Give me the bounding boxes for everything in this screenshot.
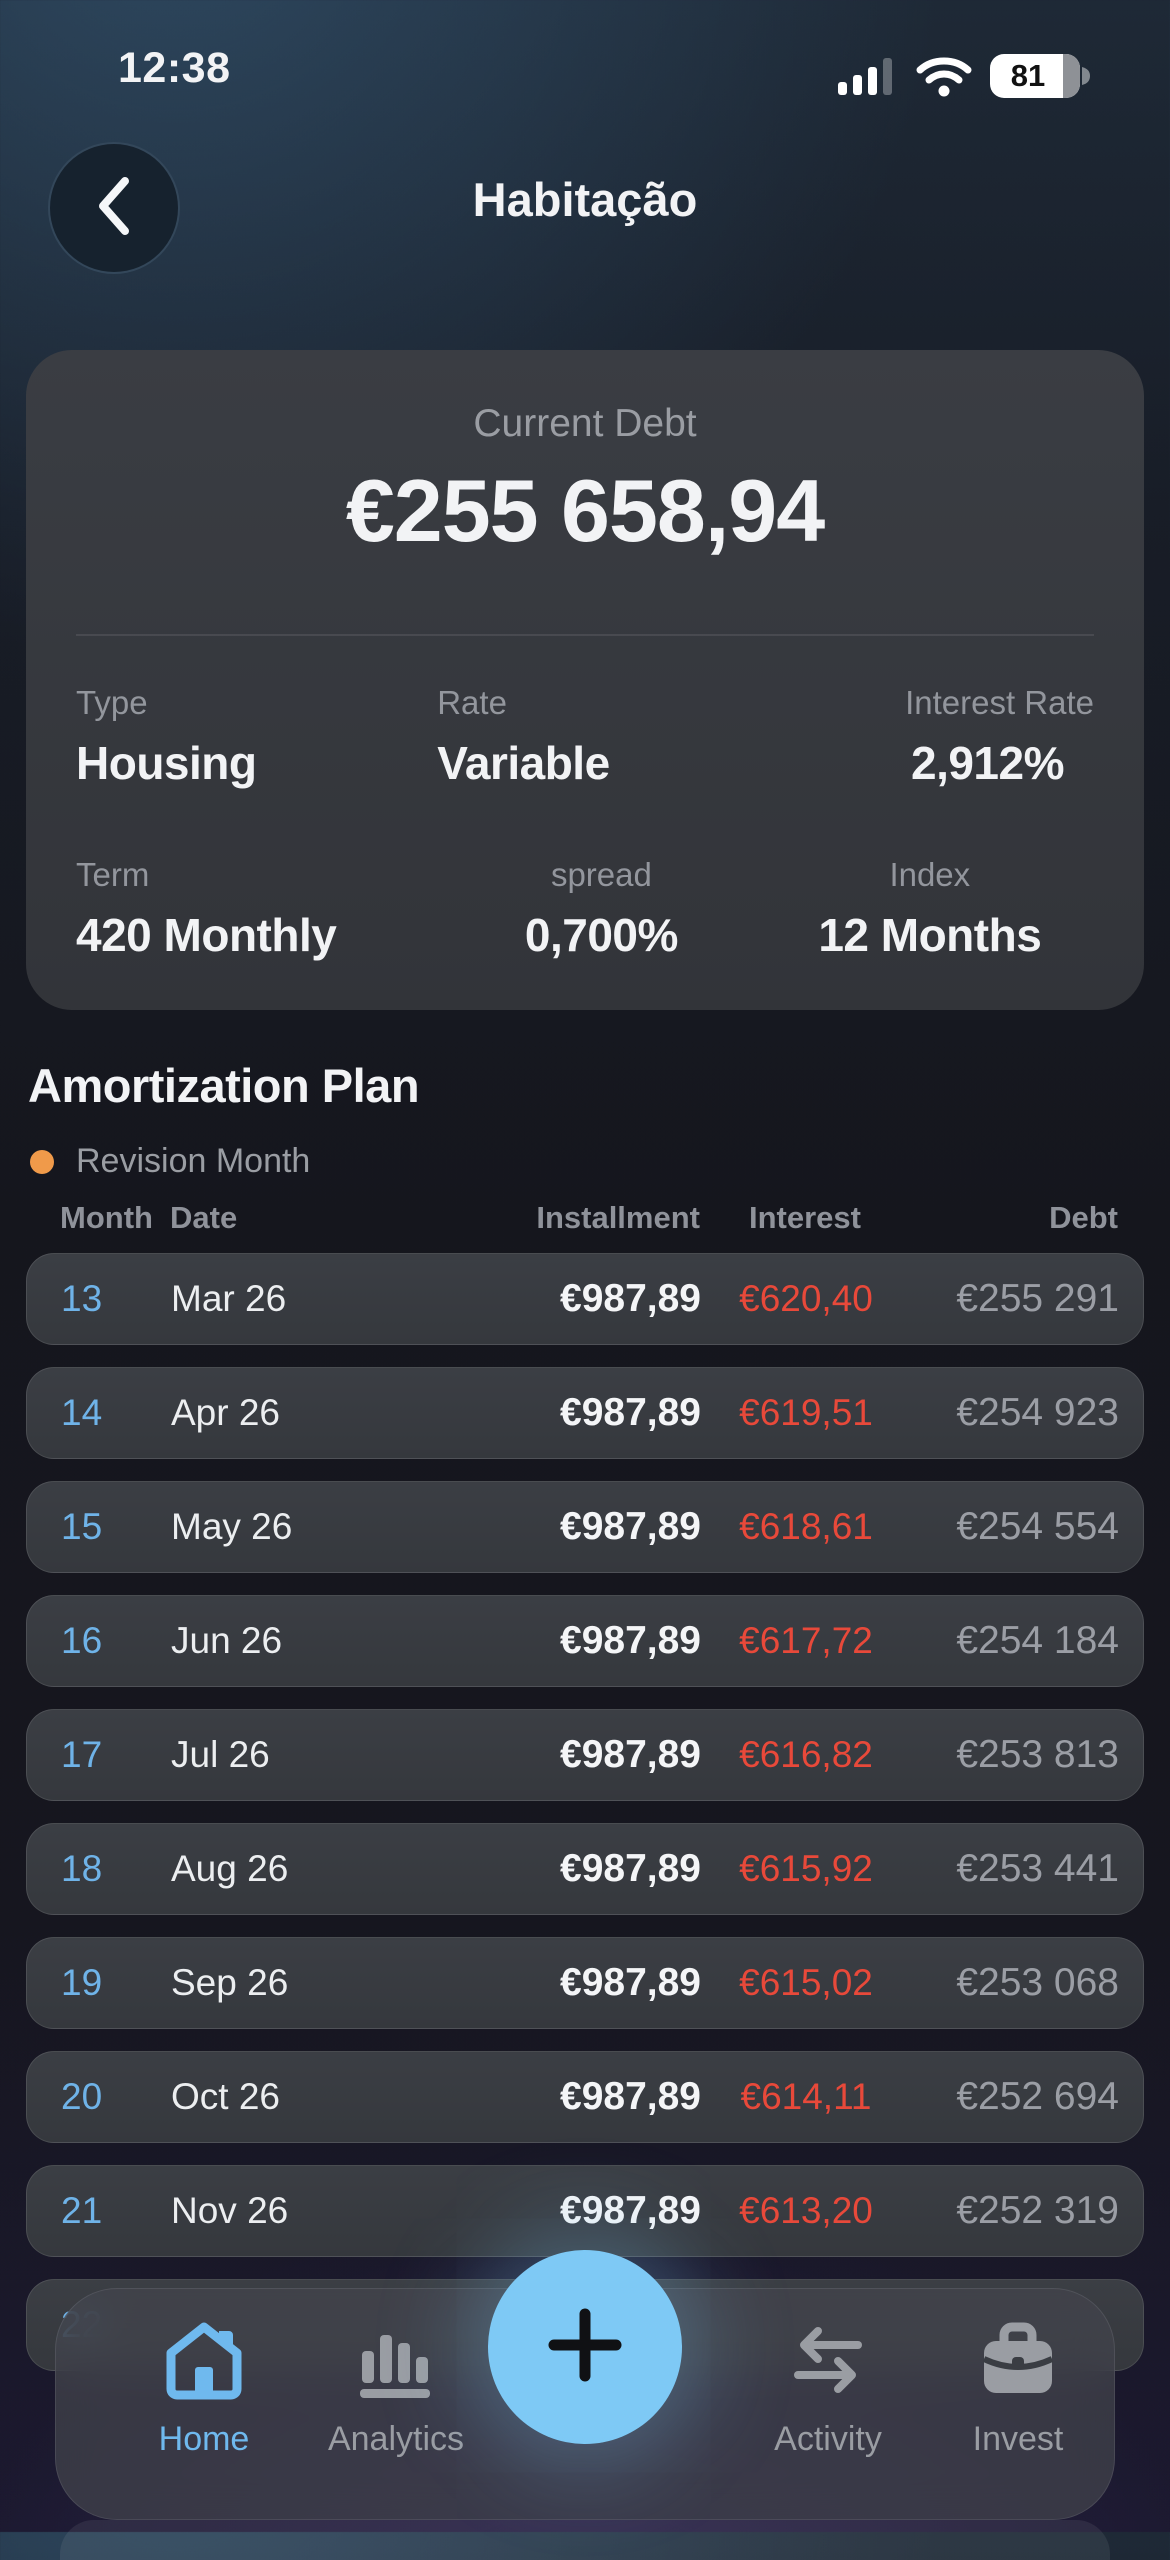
tab-home[interactable]: Home [114, 2319, 294, 2459]
table-row[interactable]: 17 Jul 26 €987,89 €616,82 €253 813 [26, 1709, 1144, 1801]
table-row[interactable]: 16 Jun 26 €987,89 €617,72 €254 184 [26, 1595, 1144, 1687]
detail-term: Term 420 Monthly [76, 856, 337, 961]
tab-invest[interactable]: Invest [928, 2319, 1108, 2459]
wifi-icon [914, 54, 974, 103]
detail-spread: spread 0,700% [524, 856, 679, 961]
bottom-sheet-edge [60, 2520, 1110, 2560]
detail-type: Type Housing [76, 684, 257, 789]
table-row[interactable]: 21 Nov 26 €987,89 €613,20 €252 319 [26, 2165, 1144, 2257]
transfer-arrows-icon [786, 2319, 870, 2406]
section-title: Amortization Plan [28, 1059, 420, 1112]
plus-icon [546, 2306, 624, 2389]
add-button[interactable] [488, 2250, 682, 2444]
page-title: Habitação [472, 173, 698, 226]
table-row[interactable]: 15 May 26 €987,89 €618,61 €254 554 [26, 1481, 1144, 1573]
table-row[interactable]: 19 Sep 26 €987,89 €615,02 €253 068 [26, 1937, 1144, 2029]
detail-index: Index 12 Months [818, 856, 1042, 961]
table-row[interactable]: 14 Apr 26 €987,89 €619,51 €254 923 [26, 1367, 1144, 1459]
back-button[interactable] [48, 142, 180, 274]
revision-month-legend: Revision Month [30, 1142, 310, 1181]
bar-chart-icon [354, 2319, 438, 2406]
current-debt-label: Current Debt [473, 402, 697, 445]
tab-analytics[interactable]: Analytics [306, 2319, 486, 2459]
legend-dot-icon [30, 1149, 54, 1174]
detail-rate: Rate Variable [437, 684, 610, 789]
table-header: Month Date Installment Interest Debt [60, 1200, 1118, 1235]
amortization-table: 13 Mar 26 €987,89 €620,40 €255 291 14 Ap… [26, 1253, 1144, 2393]
debt-summary-card: Current Debt €255 658,94 Type Housing Ra… [26, 350, 1144, 1010]
card-divider [76, 634, 1094, 636]
briefcase-icon [976, 2319, 1060, 2406]
detail-interest-rate: Interest Rate 2,912% [905, 684, 1094, 789]
current-debt-amount: €255 658,94 [345, 461, 825, 560]
table-row[interactable]: 13 Mar 26 €987,89 €620,40 €255 291 [26, 1253, 1144, 1345]
table-row[interactable]: 18 Aug 26 €987,89 €615,92 €253 441 [26, 1823, 1144, 1915]
svg-text:81: 81 [1011, 58, 1045, 93]
chevron-left-icon [87, 173, 141, 244]
status-icons: 81 [836, 52, 1092, 105]
table-row[interactable]: 20 Oct 26 €987,89 €614,11 €252 694 [26, 2051, 1144, 2143]
tab-activity[interactable]: Activity [738, 2319, 918, 2459]
status-time: 12:38 [118, 44, 231, 92]
cellular-signal-icon [836, 54, 898, 103]
home-icon [161, 2319, 247, 2406]
battery-icon: 81 [990, 52, 1092, 105]
